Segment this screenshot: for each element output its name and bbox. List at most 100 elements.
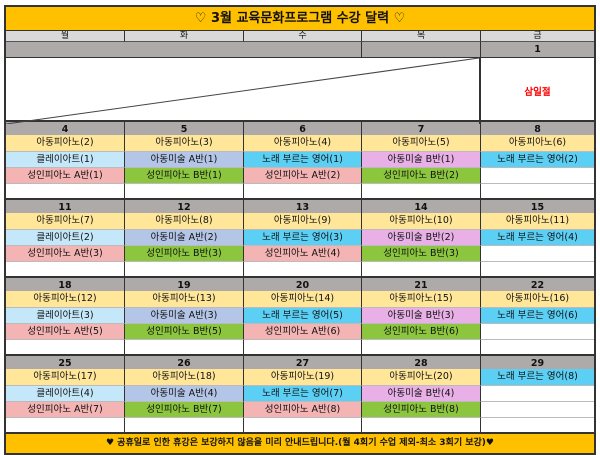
empty-cell	[481, 245, 594, 261]
blank-row	[6, 261, 594, 276]
empty-cell	[244, 261, 362, 276]
program-cell: 성인피아노 A반(6)	[244, 323, 362, 339]
empty-cell	[362, 417, 481, 432]
empty-cell	[125, 417, 244, 432]
empty-cell	[362, 183, 481, 198]
date-row: 11 12 13 14 15	[6, 198, 594, 213]
program-cell: 노래 부르는 영어(3)	[244, 229, 362, 245]
empty-cell	[125, 183, 244, 198]
program-row: 성인피아노 A반(1) 성인피아노 B반(1) 성인피아노 A반(2) 성인피아노 B…	[6, 167, 594, 183]
program-cell: 성인피아노 A반(2)	[244, 167, 362, 183]
weekday-tue: 화	[125, 31, 244, 42]
program-cell: 아동피아노(19)	[244, 369, 362, 385]
program-cell: 성인피아노 A반(3)	[6, 245, 125, 261]
empty-cell	[244, 417, 362, 432]
program-cell: 노래 부르는 영어(5)	[244, 307, 362, 323]
date-cell: 13	[244, 198, 362, 213]
program-cell: 아동미술 B반(1)	[362, 151, 481, 167]
program-cell: 성인피아노 B반(3)	[125, 245, 244, 261]
program-cell: 노래 부르는 영어(2)	[481, 151, 594, 167]
calendar-title: ♡ 3월 교육문화프로그램 수강 달력 ♡	[6, 7, 594, 31]
program-row: 클레이아트(1) 아동미술 A반(1) 노래 부르는 영어(1) 아동미술 B반(1)…	[6, 151, 594, 167]
program-cell: 아동피아노(16)	[481, 291, 594, 307]
program-cell: 아동미술 A반(1)	[125, 151, 244, 167]
empty-cell	[362, 261, 481, 276]
date-empty	[362, 42, 481, 57]
program-cell: 아동미술 A반(3)	[125, 307, 244, 323]
program-row: 아동피아노(12) 아동피아노(13) 아동피아노(14) 아동피아노(15) 아동피아…	[6, 291, 594, 307]
program-cell: 아동피아노(15)	[362, 291, 481, 307]
empty-cell	[481, 339, 594, 354]
program-cell: 노래 부르는 영어(4)	[481, 229, 594, 245]
program-cell: 성인피아노 B반(7)	[125, 401, 244, 417]
program-cell: 성인피아노 B반(6)	[362, 323, 481, 339]
program-cell: 아동피아노(4)	[244, 135, 362, 151]
date-cell: 1	[481, 42, 594, 57]
program-cell: 성인피아노 B반(8)	[362, 401, 481, 417]
program-cell: 성인피아노 B반(2)	[362, 167, 481, 183]
weekday-mon: 월	[6, 31, 125, 42]
date-cell: 14	[362, 198, 481, 213]
weekday-wed: 수	[244, 31, 362, 42]
program-row: 클레이아트(4) 아동미술 A반(4) 노래 부르는 영어(7) 아동미술 B반(4)	[6, 385, 594, 401]
program-cell: 아동미술 B반(2)	[362, 229, 481, 245]
program-cell: 아동피아노(12)	[6, 291, 125, 307]
blank-row	[6, 417, 594, 432]
program-cell: 아동피아노(8)	[125, 213, 244, 229]
program-cell: 아동피아노(5)	[362, 135, 481, 151]
program-cell: 아동피아노(2)	[6, 135, 125, 151]
date-row: 1	[6, 42, 594, 57]
diagonal-empty-cell	[5, 57, 481, 125]
date-row: 18 19 20 21 22	[6, 276, 594, 291]
date-cell: 18	[6, 276, 125, 291]
program-cell: 아동피아노(3)	[125, 135, 244, 151]
empty-cell	[481, 183, 594, 198]
program-cell: 아동피아노(20)	[362, 369, 481, 385]
date-cell: 22	[481, 276, 594, 291]
program-cell: 아동미술 B반(3)	[362, 307, 481, 323]
date-cell: 25	[6, 354, 125, 369]
empty-cell	[244, 183, 362, 198]
date-cell: 7	[362, 120, 481, 135]
date-cell: 19	[125, 276, 244, 291]
empty-cell	[125, 261, 244, 276]
date-cell: 29	[481, 354, 594, 369]
empty-cell	[481, 417, 594, 432]
program-row: 아동피아노(2) 아동피아노(3) 아동피아노(4) 아동피아노(5) 아동피아노(6)	[6, 135, 594, 151]
weekday-thu: 목	[362, 31, 481, 42]
program-cell: 성인피아노 A반(1)	[6, 167, 125, 183]
program-cell: 아동피아노(14)	[244, 291, 362, 307]
program-cell: 성인피아노 B반(5)	[125, 323, 244, 339]
empty-cell	[125, 339, 244, 354]
blank-row	[6, 183, 594, 198]
date-cell: 12	[125, 198, 244, 213]
program-cell: 성인피아노 B반(1)	[125, 167, 244, 183]
date-cell: 8	[481, 120, 594, 135]
program-cell: 성인피아노 B반(3)	[362, 245, 481, 261]
program-row: 성인피아노 A반(5) 성인피아노 B반(5) 성인피아노 A반(6) 성인피아노 B…	[6, 323, 594, 339]
program-cell: 성인피아노 A반(8)	[244, 401, 362, 417]
program-cell: 노래 부르는 영어(7)	[244, 385, 362, 401]
program-cell: 아동피아노(9)	[244, 213, 362, 229]
blank-row	[6, 339, 594, 354]
empty-cell	[481, 261, 594, 276]
program-cell: 클레이아트(4)	[6, 385, 125, 401]
program-row: 아동피아노(17) 아동피아노(18) 아동피아노(19) 아동피아노(20) 노래 부…	[6, 369, 594, 385]
date-cell: 20	[244, 276, 362, 291]
footer-notice: ♥ 공휴일로 인한 휴강은 보강하지 않음을 미리 안내드립니다.(월 4회기 …	[6, 432, 594, 453]
program-cell: 아동피아노(17)	[6, 369, 125, 385]
empty-cell	[481, 323, 594, 339]
program-row: 성인피아노 A반(7) 성인피아노 B반(7) 성인피아노 A반(8) 성인피아노 B…	[6, 401, 594, 417]
weekday-header: 월 화 수 목 금	[6, 31, 594, 42]
empty-cell	[244, 339, 362, 354]
program-cell: 성인피아노 A반(7)	[6, 401, 125, 417]
empty-cell	[6, 417, 125, 432]
program-cell: 아동피아노(10)	[362, 213, 481, 229]
program-cell: 아동미술 A반(4)	[125, 385, 244, 401]
diagonal-line	[5, 57, 480, 125]
program-cell: 아동피아노(7)	[6, 213, 125, 229]
program-row: 아동피아노(7) 아동피아노(8) 아동피아노(9) 아동피아노(10) 아동피아노(1…	[6, 213, 594, 229]
program-row: 클레이아트(3) 아동미술 A반(3) 노래 부르는 영어(5) 아동미술 B반(3)…	[6, 307, 594, 323]
empty-cell	[481, 167, 594, 183]
